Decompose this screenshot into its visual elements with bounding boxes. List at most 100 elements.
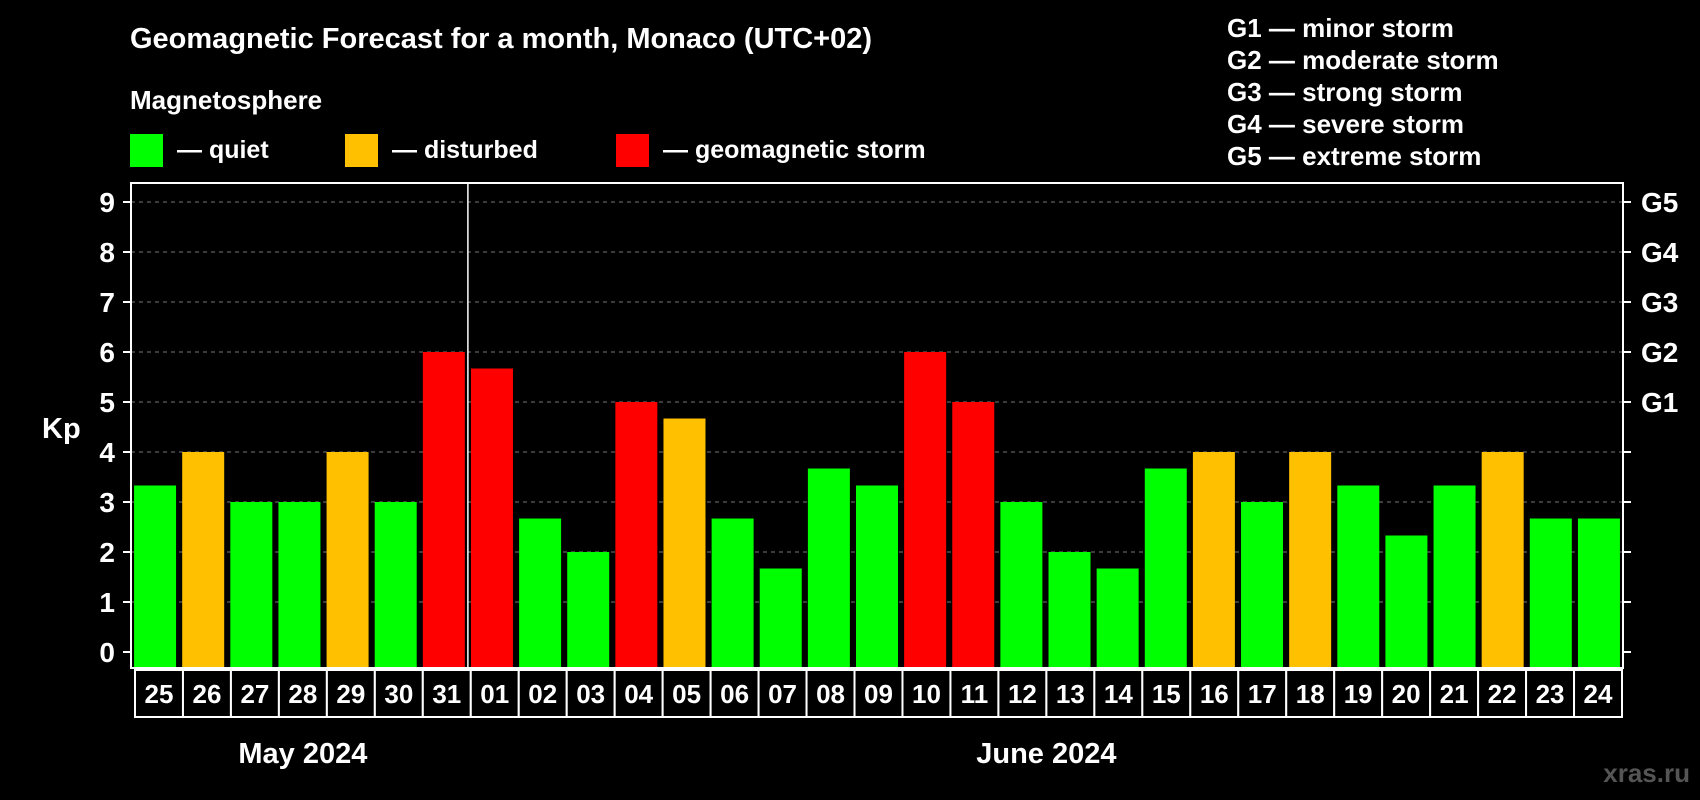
- x-tick-label: 08: [816, 679, 845, 709]
- y-axis-label: Kp: [42, 413, 81, 445]
- x-tick-box: [1429, 669, 1480, 718]
- x-tick-box: [517, 669, 568, 718]
- legend-label: — disturbed: [392, 136, 538, 164]
- x-tick-label: 11: [961, 679, 989, 709]
- legend-swatch: [130, 134, 163, 167]
- watermark: xras.ru: [1603, 758, 1690, 788]
- bar-18: [1289, 452, 1332, 668]
- y-tick-label: 2: [99, 537, 115, 568]
- x-tick-label: 07: [768, 679, 797, 709]
- x-tick-label: 19: [1344, 679, 1373, 709]
- bar-16: [1192, 452, 1235, 668]
- x-tick-label: 04: [624, 679, 653, 709]
- bar-06: [711, 518, 754, 668]
- x-tick-label: 23: [1536, 679, 1565, 709]
- x-tick-label: 31: [432, 679, 461, 709]
- x-tick-box: [1285, 669, 1336, 718]
- x-tick-label: 17: [1248, 679, 1277, 709]
- legend: — quiet — disturbed — geomagnetic storm: [130, 134, 926, 167]
- storm-level-label: G2: [1641, 337, 1678, 368]
- bar-11: [952, 402, 995, 668]
- bar-27: [230, 502, 273, 668]
- bar-17: [1241, 502, 1284, 668]
- chart-title: Geomagnetic Forecast for a month, Monaco…: [130, 23, 872, 55]
- legend-label: — quiet: [177, 136, 269, 164]
- y-tick-label: 3: [99, 487, 115, 518]
- x-tick-box: [1477, 669, 1528, 718]
- bar-05: [663, 418, 706, 668]
- x-tick-box: [1045, 669, 1096, 718]
- x-tick-box: [661, 669, 712, 718]
- x-tick-box: [1237, 669, 1288, 718]
- x-tick-label: 09: [864, 679, 893, 709]
- x-tick-label: 02: [528, 679, 557, 709]
- storm-level-label: G1: [1641, 387, 1678, 418]
- legend-swatch: [345, 134, 378, 167]
- storm-legend-item: G5 — extreme storm: [1227, 141, 1481, 171]
- x-tick-label: 21: [1440, 679, 1469, 709]
- bar-25: [134, 485, 177, 668]
- x-tick-label: 03: [576, 679, 605, 709]
- x-tick-box: [1333, 669, 1384, 718]
- x-tick-label: 06: [720, 679, 749, 709]
- x-tick-box: [949, 669, 1000, 718]
- x-tick-box: [469, 669, 520, 718]
- legend-swatch: [616, 134, 649, 167]
- bar-02: [519, 518, 562, 668]
- bar-04: [615, 402, 658, 668]
- x-tick-label: 13: [1056, 679, 1085, 709]
- y-tick-label: 7: [99, 287, 115, 318]
- bar-21: [1433, 485, 1476, 668]
- x-tick-label: 10: [912, 679, 941, 709]
- x-tick-box: [1381, 669, 1432, 718]
- x-tick-label: 12: [1008, 679, 1037, 709]
- x-tick-label: 18: [1296, 679, 1325, 709]
- x-tick-box: [229, 669, 280, 718]
- x-tick-label: 01: [480, 679, 509, 709]
- x-tick-label: 30: [384, 679, 413, 709]
- bar-19: [1337, 485, 1380, 668]
- bar-22: [1481, 452, 1524, 668]
- x-tick-label: 24: [1584, 679, 1613, 709]
- bar-14: [1096, 568, 1139, 668]
- bar-08: [807, 468, 850, 668]
- y-tick-label: 6: [99, 337, 115, 368]
- x-tick-box: [421, 669, 472, 718]
- bar-12: [1000, 502, 1043, 668]
- bar-28: [278, 502, 321, 668]
- x-tick-label: 25: [145, 679, 174, 709]
- y-tick-label: 4: [99, 437, 115, 468]
- month-label: June 2024: [976, 738, 1116, 770]
- storm-level-label: G3: [1641, 287, 1678, 318]
- x-tick-label: 15: [1152, 679, 1181, 709]
- bar-09: [856, 485, 898, 668]
- x-tick-box: [1189, 669, 1240, 718]
- month-labels: May 2024 June 2024: [238, 738, 1116, 770]
- y-tick-label: 8: [99, 237, 115, 268]
- x-tick-box: [565, 669, 616, 718]
- y-tick-label: 1: [99, 587, 115, 618]
- x-tick-box: [134, 669, 184, 718]
- storm-legend-item: G2 — moderate storm: [1227, 45, 1499, 75]
- x-tick-box: [613, 669, 664, 718]
- bar-29: [326, 452, 369, 668]
- bar-01: [470, 368, 513, 668]
- axes: 0 1 2 3 4 5 6 7 8 9 G1 G2 G3 G4 G5: [99, 182, 1679, 669]
- x-tick-box: [1525, 669, 1576, 718]
- storm-legend-item: G4 — severe storm: [1227, 109, 1464, 139]
- x-tick-box: [181, 669, 232, 718]
- x-tick-box: [997, 669, 1048, 718]
- x-tick-box: [901, 669, 952, 718]
- x-tick-label: 16: [1200, 679, 1229, 709]
- x-tick-label: 22: [1488, 679, 1517, 709]
- x-tick-box: [277, 669, 328, 718]
- bar-10: [904, 352, 947, 668]
- y-tick-label: 9: [99, 187, 115, 218]
- bar-03: [567, 552, 610, 668]
- bar-30: [374, 502, 417, 668]
- bar-31: [422, 352, 465, 668]
- storm-level-label: G5: [1641, 187, 1678, 218]
- month-label: May 2024: [238, 738, 367, 770]
